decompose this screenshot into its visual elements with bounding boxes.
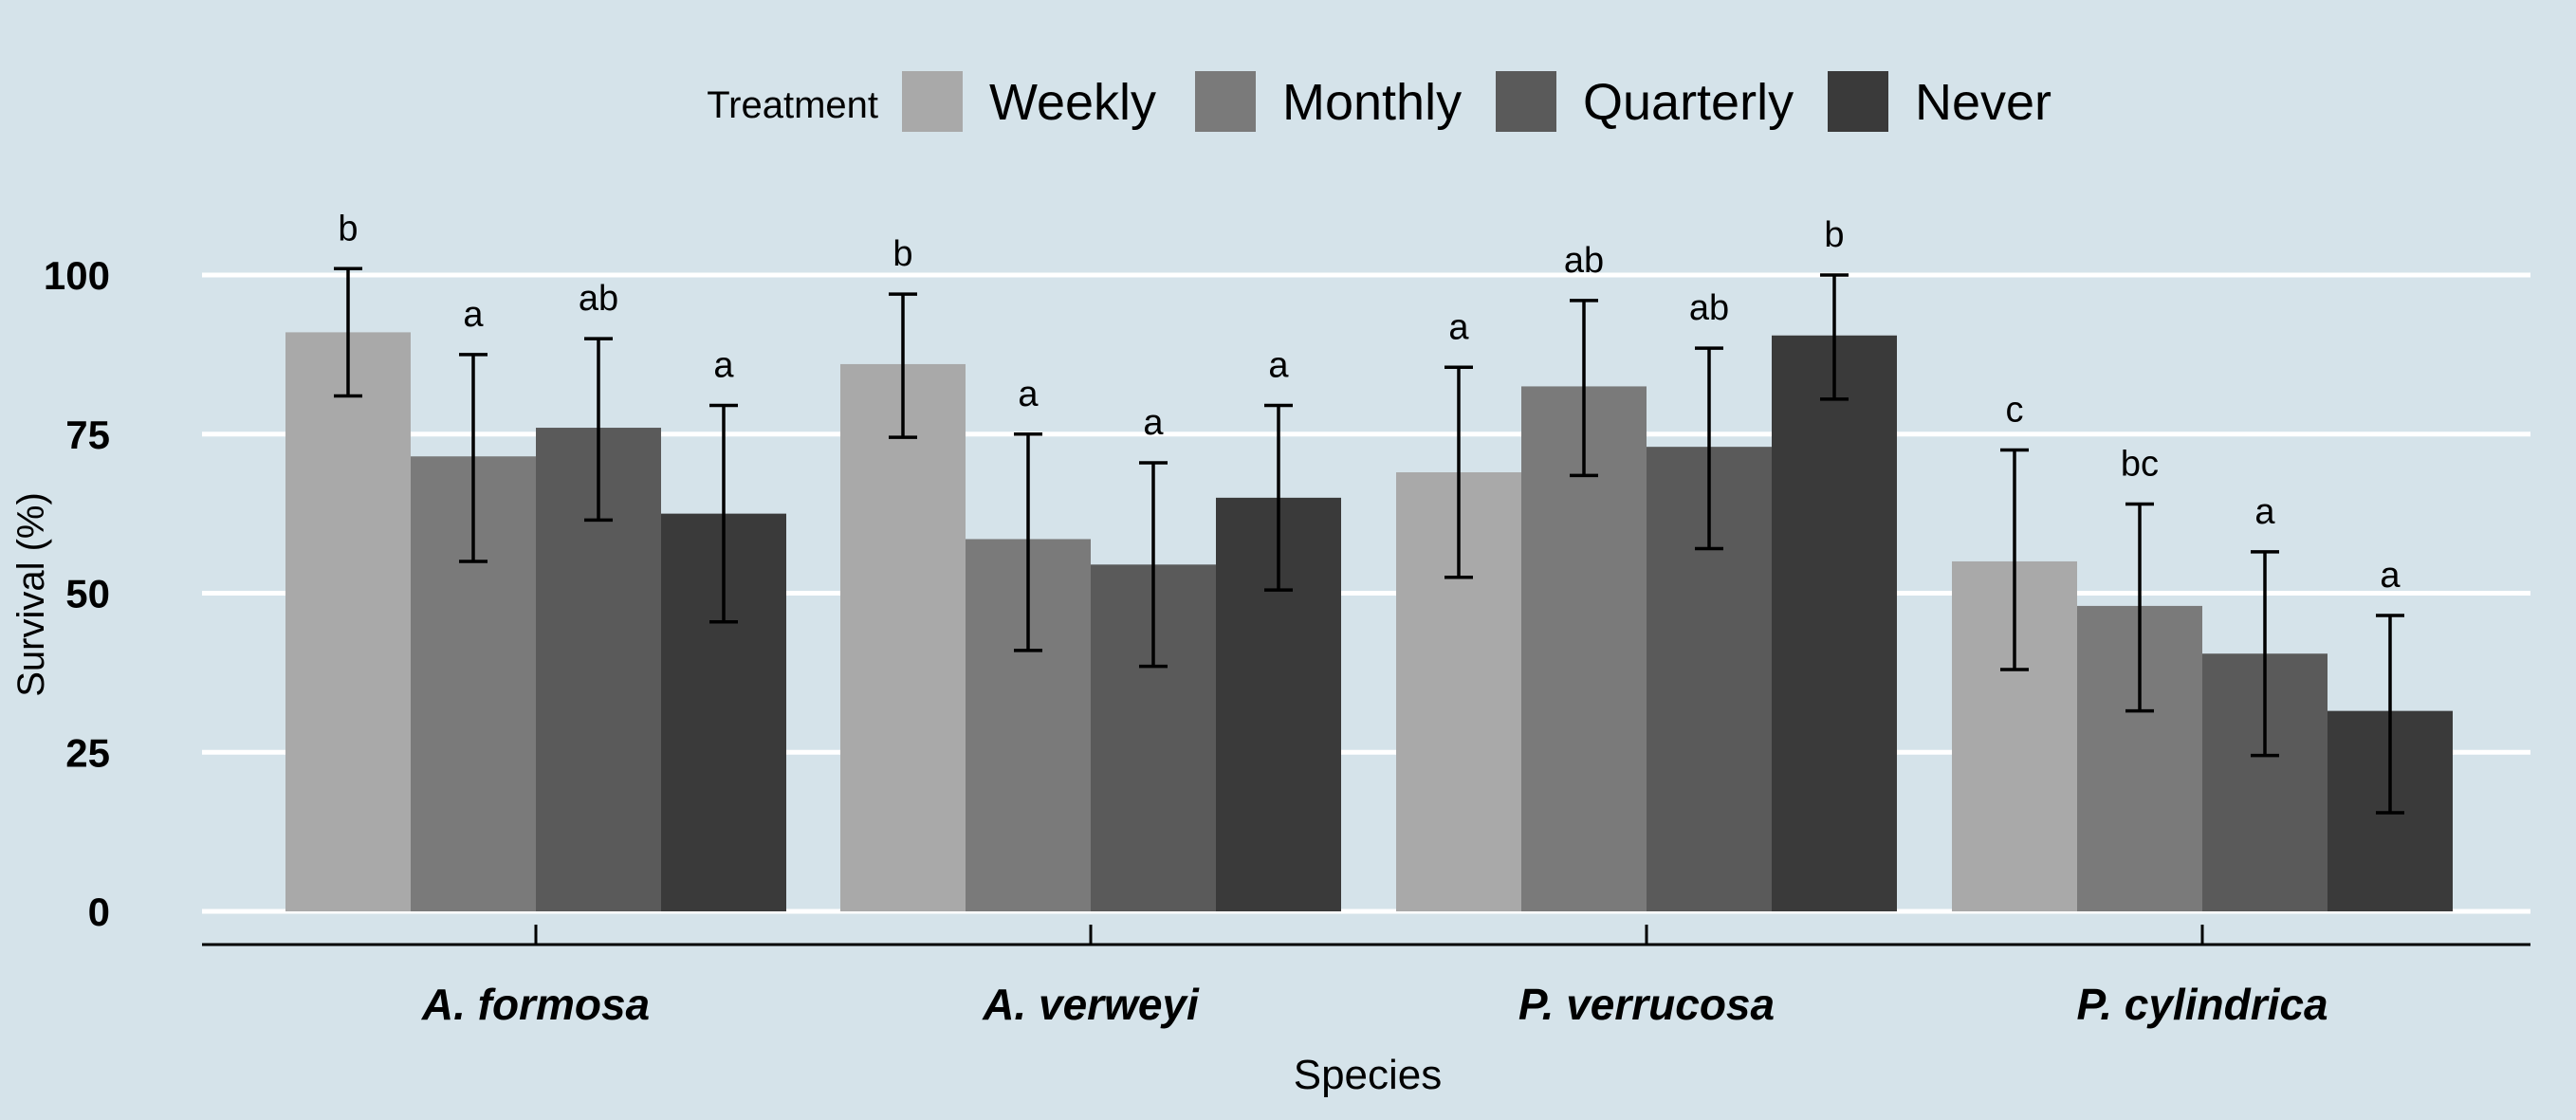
error-bar <box>1264 403 1293 592</box>
significance-letter: a <box>2254 492 2275 532</box>
significance-letter: a <box>1143 403 1164 443</box>
error-bar <box>889 292 917 439</box>
legend-swatch <box>902 71 963 132</box>
error-bar <box>1014 432 1042 652</box>
y-tick-label: 100 <box>44 253 110 298</box>
significance-letter: b <box>338 209 358 248</box>
axes: 0 25 50 75 100 A. formosa A. verweyi P. verruco… <box>44 253 2530 1029</box>
significance-letter: ab <box>579 279 618 319</box>
legend-swatch <box>1496 71 1556 132</box>
significance-letter: a <box>463 295 484 335</box>
legend-item: Weekly <box>902 71 1156 132</box>
error-bar <box>1444 365 1473 579</box>
legend: Treatment Weekly Monthly Quarterly Never <box>707 71 2052 132</box>
bar <box>1772 335 1897 911</box>
error-bar <box>709 403 738 624</box>
significance-letter: bc <box>2121 445 2159 485</box>
error-bar <box>2376 614 2404 815</box>
error-bar <box>2125 502 2154 713</box>
significance-letter: ab <box>1689 288 1729 328</box>
x-axis-title: Species <box>1294 1052 1443 1098</box>
error-bar <box>584 337 613 523</box>
significance-letter: a <box>1448 307 1469 347</box>
error-bar <box>2251 550 2279 758</box>
y-tick-label: 75 <box>65 413 110 457</box>
legend-item: Quarterly <box>1496 71 1794 132</box>
y-tick-label: 50 <box>65 572 110 616</box>
significance-letter: a <box>713 346 734 386</box>
significance-letter: a <box>2380 556 2401 596</box>
significance-letter: b <box>1824 215 1844 255</box>
y-axis-title: Survival (%) <box>10 492 52 697</box>
y-tick-label: 0 <box>88 890 110 934</box>
legend-item: Monthly <box>1195 71 1462 132</box>
error-bar <box>1139 461 1168 669</box>
x-tick-label: P. cylindrica <box>2076 980 2328 1029</box>
significance-letter: a <box>1268 346 1289 386</box>
legend-label: Monthly <box>1282 74 1462 131</box>
y-tick-label: 25 <box>65 730 110 775</box>
legend-item: Never <box>1828 71 2052 132</box>
bar <box>840 363 966 911</box>
legend-swatch <box>1195 71 1256 132</box>
legend-title: Treatment <box>707 84 878 126</box>
error-bars <box>334 266 2404 815</box>
significance-letter: a <box>1018 375 1039 414</box>
legend-swatch <box>1828 71 1888 132</box>
bars <box>285 332 2453 911</box>
legend-label: Weekly <box>989 74 1156 131</box>
error-bar <box>1820 273 1849 401</box>
significance-letter: b <box>892 234 912 274</box>
legend-label: Quarterly <box>1583 74 1794 131</box>
x-tick-label: A. verweyi <box>982 980 1200 1029</box>
legend-label: Never <box>1915 74 2052 131</box>
error-bar <box>2000 448 2029 671</box>
significance-letter: ab <box>1564 241 1604 281</box>
x-tick-label: A. formosa <box>421 980 650 1029</box>
error-bar <box>1695 346 1723 551</box>
error-bar <box>1570 299 1598 478</box>
significance-letter: c <box>2006 391 2024 431</box>
error-bar <box>459 353 488 563</box>
error-bar <box>334 266 362 398</box>
bar <box>285 332 411 911</box>
x-tick-label: P. verrucosa <box>1518 980 1775 1029</box>
